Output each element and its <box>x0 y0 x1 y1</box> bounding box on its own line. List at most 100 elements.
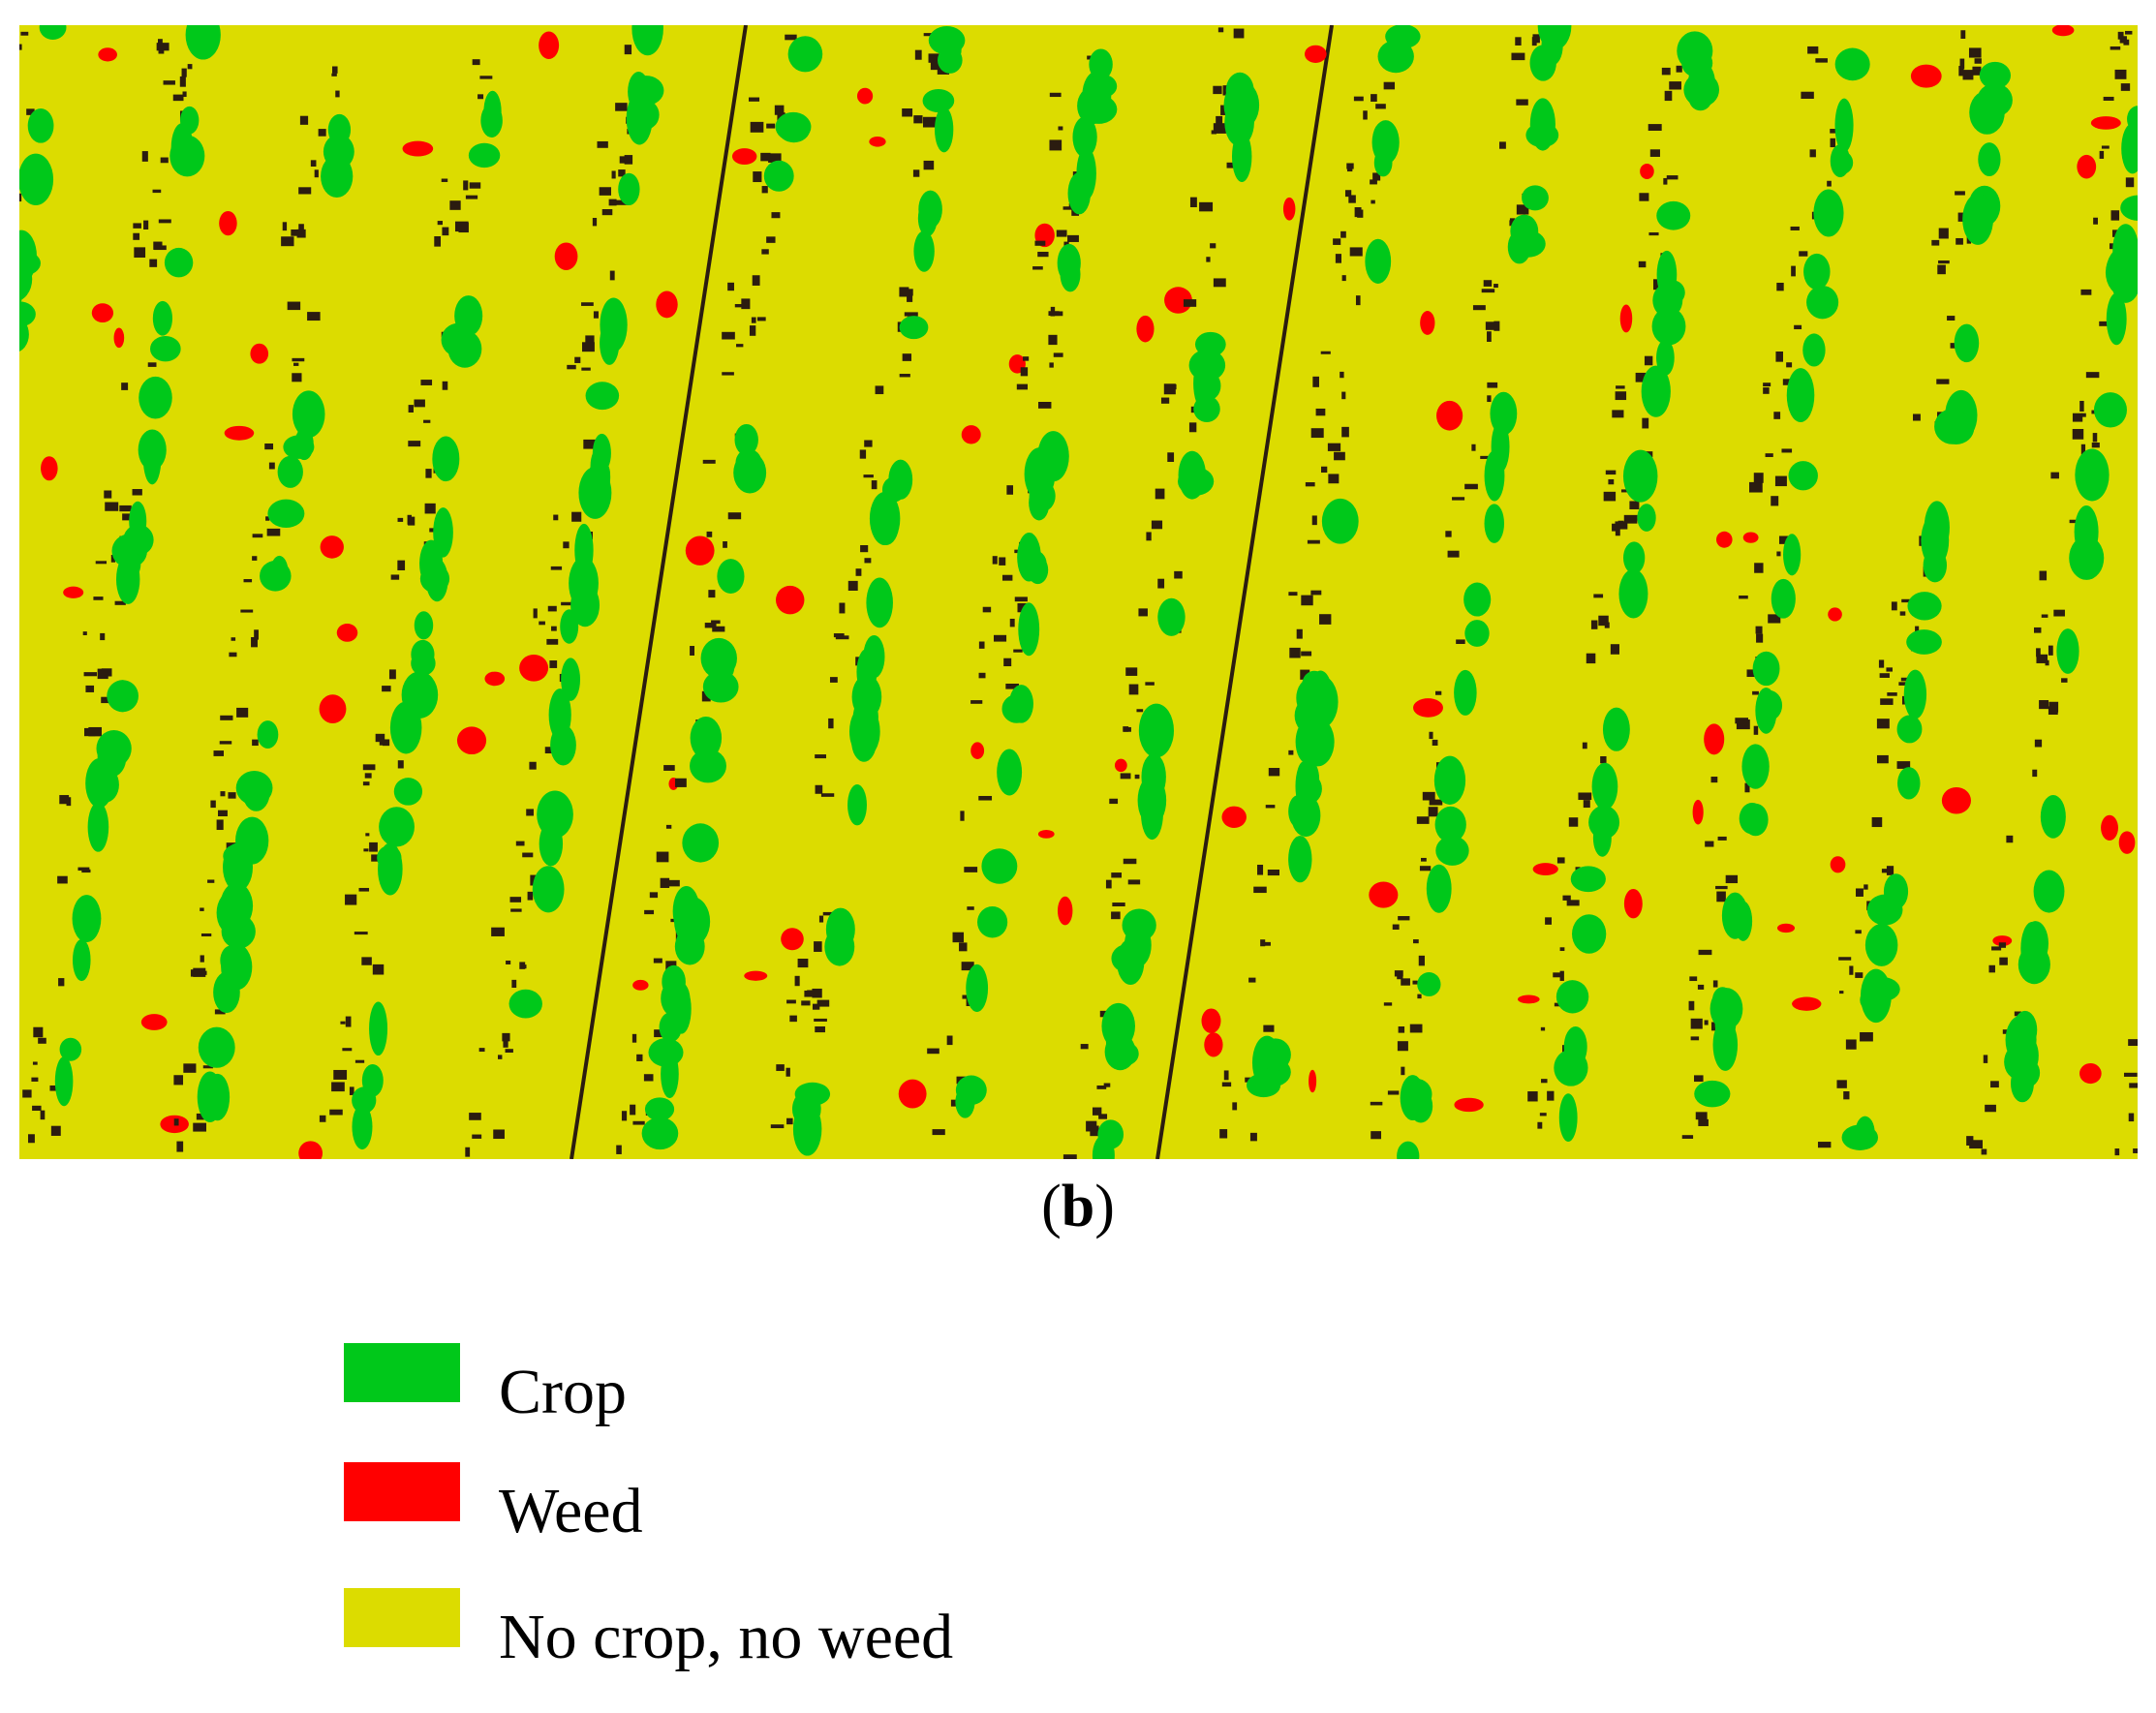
soil-speck <box>8 221 16 228</box>
soil-speck <box>0 348 11 357</box>
soil-speck <box>1898 682 1905 686</box>
soil-speck <box>1213 86 1221 94</box>
soil-speck <box>1541 1079 1548 1083</box>
weed-patch <box>1911 65 1942 88</box>
soil-speck <box>438 221 443 225</box>
soil-speck <box>1960 30 1965 39</box>
soil-speck <box>1397 976 1402 979</box>
soil-speck <box>220 716 232 720</box>
soil-speck <box>1624 515 1638 524</box>
soil-speck <box>519 962 525 968</box>
soil-speck <box>902 108 912 116</box>
crop-plant <box>1618 569 1648 619</box>
soil-speck <box>1050 93 1062 97</box>
soil-speck <box>1384 1002 1392 1005</box>
soil-speck <box>1145 682 1154 685</box>
soil-speck <box>807 990 818 996</box>
soil-speck <box>506 1049 513 1053</box>
crop-plant <box>1302 761 1319 797</box>
soil-speck <box>1266 805 1276 808</box>
soil-speck <box>1212 130 1217 134</box>
weed-patch <box>1058 897 1072 926</box>
soil-speck <box>856 568 862 576</box>
crop-plant <box>362 1064 384 1097</box>
soil-speck <box>408 515 412 525</box>
soil-speck <box>466 196 477 199</box>
weed-patch <box>857 88 873 105</box>
soil-speck <box>1445 531 1451 536</box>
crop-plant <box>672 984 692 1033</box>
soil-speck <box>1356 295 1361 305</box>
crop-plant <box>1365 239 1391 284</box>
soil-speck <box>1547 1091 1554 1101</box>
crop-plant <box>856 649 877 695</box>
soil-speck <box>1763 387 1769 394</box>
weed-patch <box>1283 198 1295 221</box>
soil-speck <box>157 43 169 50</box>
soil-speck <box>465 1147 470 1157</box>
soil-speck <box>834 633 845 637</box>
soil-speck <box>511 980 516 988</box>
soil-speck <box>1263 1025 1274 1032</box>
soil-speck <box>2133 1148 2146 1153</box>
crop-plant <box>537 791 573 839</box>
soil-speck <box>1557 857 1565 863</box>
crop-plant <box>448 330 482 368</box>
crop-plant <box>793 1102 821 1155</box>
soil-speck <box>1705 1020 1709 1025</box>
soil-speck <box>1879 659 1884 667</box>
crop-plant <box>1656 340 1675 376</box>
soil-speck <box>864 441 872 447</box>
crop-plant <box>1593 819 1612 857</box>
soil-speck <box>134 247 145 258</box>
soil-speck <box>2073 429 2083 440</box>
crop-plant <box>107 680 139 712</box>
crop-plant <box>1464 620 1489 647</box>
soil-speck <box>551 566 562 570</box>
crop-plant <box>1435 836 1468 866</box>
soil-speck <box>67 797 72 806</box>
soil-speck <box>1448 551 1460 558</box>
soil-speck <box>57 876 68 884</box>
weed-patch <box>1436 401 1463 431</box>
soil-speck <box>1429 807 1438 816</box>
soil-speck <box>1887 866 1894 875</box>
soil-speck <box>1199 202 1213 212</box>
soil-speck <box>1669 81 1681 89</box>
crop-plant <box>735 424 758 455</box>
weed-patch <box>1115 759 1127 773</box>
crop-plant <box>1224 80 1260 129</box>
weed-patch <box>1454 1098 1483 1112</box>
soil-speck <box>1877 755 1889 763</box>
soil-speck <box>58 978 64 986</box>
soil-speck <box>644 910 654 914</box>
soil-speck <box>753 171 761 182</box>
soil-speck <box>1333 238 1340 245</box>
weed-patch <box>519 655 548 682</box>
soil-speck <box>814 1019 827 1022</box>
soil-speck <box>1371 1102 1383 1106</box>
soil-speck <box>1494 321 1499 331</box>
crop-plant <box>119 549 141 579</box>
soil-speck <box>1268 870 1279 875</box>
soil-speck <box>1432 740 1438 746</box>
weed-patch <box>2091 116 2121 130</box>
crop-plant <box>28 108 54 143</box>
soil-speck <box>1771 496 1778 505</box>
soil-speck <box>383 739 389 746</box>
weed-patch <box>92 303 113 322</box>
soil-speck <box>983 607 991 613</box>
soil-speck <box>609 199 617 206</box>
soil-speck <box>1401 978 1410 985</box>
weed-patch <box>1693 800 1704 825</box>
soil-speck <box>1006 485 1013 495</box>
crop-plant <box>1288 836 1311 882</box>
soil-speck <box>864 558 871 563</box>
soil-speck <box>771 1124 785 1128</box>
soil-speck <box>1190 198 1197 207</box>
soil-speck <box>529 762 536 770</box>
soil-speck <box>967 906 973 910</box>
soil-speck <box>1013 650 1022 653</box>
soil-speck <box>666 825 671 829</box>
